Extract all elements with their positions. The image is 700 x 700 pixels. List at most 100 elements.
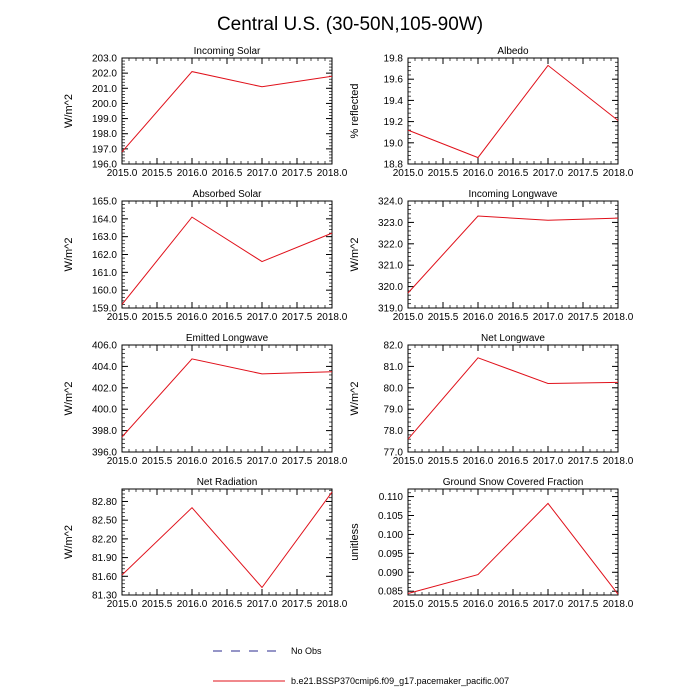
plot-frame	[407, 488, 619, 596]
y-tick-label: 201.0	[92, 84, 117, 95]
y-tick-label: 162.0	[92, 250, 117, 261]
x-tick-label: 2016.0	[463, 599, 494, 610]
y-tick-label: 82.0	[384, 341, 404, 352]
panel-title: Albedo	[497, 46, 529, 57]
x-tick-label: 2017.0	[247, 456, 278, 467]
panel-4: Emitted Longwave W/m^2 2015.0 2015.5 2016.0 2…	[63, 333, 348, 467]
panel-2: Absorbed Solar W/m^2 2015.0 2015.5 2016.0 201…	[63, 189, 348, 323]
panel-ylabel: W/m^2	[63, 525, 75, 559]
y-tick-label: 81.90	[92, 553, 117, 564]
x-tick-label: 2017.5	[282, 456, 313, 467]
y-tick-label: 322.0	[378, 239, 403, 250]
plot-frame	[407, 344, 619, 453]
panel-7: Ground Snow Covered Fraction unitless 2015…	[349, 477, 634, 610]
x-tick-label: 2015.0	[107, 456, 138, 467]
x-tick-label: 2018.0	[603, 599, 634, 610]
x-tick-label: 2018.0	[317, 168, 348, 179]
panel-5: Net Longwave W/m^2 2015.0 2015.5 2016.0 2016.…	[349, 333, 634, 467]
panel-ylabel: W/m^2	[63, 238, 75, 272]
y-tick-label: 77.0	[384, 448, 404, 459]
panel-ylabel: unitless	[349, 523, 361, 561]
x-tick-label: 2017.0	[533, 599, 564, 610]
panel-0: Incoming Solar W/m^2 2015.0 2015.5 2016.0 201…	[63, 46, 348, 179]
panel-title: Incoming Solar	[194, 46, 261, 57]
x-tick-label: 2016.5	[498, 312, 529, 323]
y-tick-label: 19.0	[384, 138, 404, 149]
x-tick-label: 2016.5	[212, 168, 243, 179]
y-tick-label: 0.110	[379, 492, 404, 503]
series-line	[121, 491, 333, 589]
y-tick-label: 81.30	[92, 591, 117, 602]
y-tick-label: 404.0	[92, 362, 117, 373]
y-tick-label: 160.0	[92, 286, 117, 297]
panel-title: Absorbed Solar	[193, 189, 263, 200]
y-tick-label: 319.0	[378, 304, 403, 315]
x-tick-label: 2017.5	[568, 599, 599, 610]
x-tick-label: 2018.0	[317, 599, 348, 610]
plot-frame	[121, 488, 333, 596]
x-tick-label: 2016.0	[463, 168, 494, 179]
panel-title: Emitted Longwave	[186, 333, 269, 344]
y-tick-label: 0.090	[378, 568, 403, 579]
y-tick-label: 19.6	[384, 75, 404, 86]
panel-ylabel: W/m^2	[63, 382, 75, 416]
y-tick-label: 82.80	[92, 497, 117, 508]
panel-ylabel: W/m^2	[349, 238, 361, 272]
y-tick-label: 202.0	[92, 69, 117, 80]
y-tick-label: 80.0	[384, 383, 404, 394]
y-tick-label: 79.0	[384, 405, 404, 416]
y-tick-label: 159.0	[92, 304, 117, 315]
panel-3: Incoming Longwave W/m^2 2015.0 2015.5 2016.0…	[349, 189, 634, 323]
x-tick-label: 2018.0	[603, 168, 634, 179]
panel-ylabel: W/m^2	[349, 382, 361, 416]
y-tick-label: 0.105	[378, 511, 403, 522]
y-tick-label: 398.0	[92, 426, 117, 437]
series-line	[121, 358, 333, 438]
y-tick-label: 323.0	[378, 218, 403, 229]
x-tick-label: 2015.5	[428, 599, 459, 610]
y-tick-label: 19.2	[384, 117, 404, 128]
x-tick-label: 2015.5	[428, 168, 459, 179]
x-tick-label: 2017.5	[282, 599, 313, 610]
series-line	[407, 215, 619, 294]
y-tick-label: 199.0	[92, 114, 117, 125]
y-tick-label: 165.0	[92, 197, 117, 208]
x-tick-label: 2016.5	[498, 599, 529, 610]
panel-1: Albedo % reflected 2015.0 2015.5 2016.0 2016.…	[349, 46, 634, 179]
y-tick-label: 324.0	[378, 197, 403, 208]
y-tick-label: 321.0	[378, 261, 403, 272]
y-tick-label: 18.8	[384, 160, 404, 171]
y-tick-label: 0.095	[378, 549, 403, 560]
x-tick-label: 2015.5	[142, 168, 173, 179]
panels: Incoming Solar W/m^2 2015.0 2015.5 2016.0 201…	[63, 46, 634, 610]
y-tick-label: 0.085	[378, 587, 403, 598]
x-tick-label: 2015.0	[393, 456, 424, 467]
x-tick-label: 2018.0	[603, 312, 634, 323]
x-tick-label: 2015.5	[142, 456, 173, 467]
x-tick-label: 2016.5	[212, 456, 243, 467]
y-tick-label: 19.8	[384, 54, 404, 65]
series-line	[407, 357, 619, 440]
legend: No Obs b.e21.BSSP370cmip6.f09_g17.pacema…	[213, 646, 509, 686]
x-tick-label: 2018.0	[317, 312, 348, 323]
plot-frame	[407, 200, 619, 309]
x-tick-label: 2017.5	[568, 168, 599, 179]
x-tick-label: 2015.0	[107, 599, 138, 610]
y-tick-label: 81.60	[92, 572, 117, 583]
series-line	[407, 64, 619, 159]
x-tick-label: 2015.0	[393, 168, 424, 179]
x-tick-label: 2015.0	[393, 599, 424, 610]
x-tick-label: 2015.0	[107, 168, 138, 179]
y-tick-label: 19.4	[384, 96, 404, 107]
y-tick-label: 200.0	[92, 99, 117, 110]
y-tick-label: 196.0	[92, 160, 117, 171]
x-tick-label: 2016.0	[177, 456, 208, 467]
panel-ylabel: % reflected	[349, 83, 361, 138]
panel-6: Net Radiation W/m^2 2015.0 2015.5 2016.0 2016…	[63, 477, 348, 610]
x-tick-label: 2017.0	[247, 168, 278, 179]
x-tick-label: 2017.5	[282, 168, 313, 179]
panel-title: Ground Snow Covered Fraction	[443, 477, 584, 488]
y-tick-label: 197.0	[92, 144, 117, 155]
y-tick-label: 82.50	[92, 516, 117, 527]
x-tick-label: 2018.0	[603, 456, 634, 467]
